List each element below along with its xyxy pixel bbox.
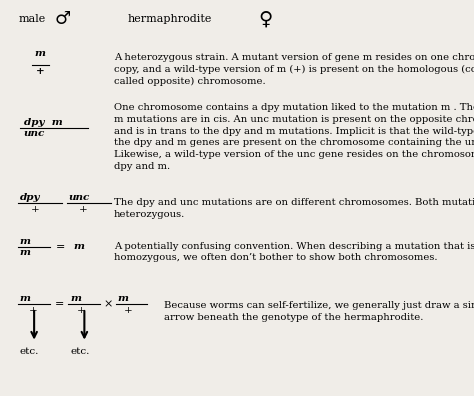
Text: The dpy and unc mutations are on different chromosomes. Both mutations are
heter: The dpy and unc mutations are on differe… — [114, 198, 474, 219]
Text: =: = — [55, 299, 64, 309]
Text: +: + — [124, 306, 133, 315]
Text: male: male — [19, 14, 46, 24]
Text: etc.: etc. — [20, 346, 39, 356]
Text: Because worms can self-fertilize, we generally just draw a single
arrow beneath : Because worms can self-fertilize, we gen… — [164, 301, 474, 322]
Text: ×: × — [103, 299, 113, 309]
Text: ♀: ♀ — [258, 10, 273, 29]
Text: m: m — [35, 49, 46, 58]
Text: +: + — [79, 205, 88, 214]
Text: unc: unc — [69, 193, 90, 202]
Text: A heterozygous strain. A mutant version of gene m resides on one chromosomal
cop: A heterozygous strain. A mutant version … — [114, 53, 474, 86]
Text: +: + — [36, 67, 45, 76]
Text: m: m — [20, 236, 31, 246]
Text: m: m — [20, 294, 31, 303]
Text: +: + — [31, 205, 39, 214]
Text: m: m — [118, 294, 128, 303]
Text: hermaphrodite: hermaphrodite — [128, 14, 212, 24]
Text: One chromosome contains a dpy mutation liked to the mutation m . The dpy and
m m: One chromosome contains a dpy mutation l… — [114, 103, 474, 171]
Text: dpy: dpy — [20, 193, 40, 202]
Text: A potentially confusing convention. When describing a mutation that is
homozygou: A potentially confusing convention. When… — [114, 242, 474, 263]
Text: ♂: ♂ — [55, 10, 71, 28]
Text: +: + — [77, 306, 86, 315]
Text: +: + — [28, 306, 37, 315]
Text: dpy  m: dpy m — [24, 118, 63, 127]
Text: m: m — [73, 242, 84, 251]
Text: etc.: etc. — [70, 346, 90, 356]
Text: m: m — [20, 248, 31, 257]
Text: unc: unc — [24, 129, 45, 139]
Text: m: m — [70, 294, 81, 303]
Text: =: = — [56, 242, 65, 252]
